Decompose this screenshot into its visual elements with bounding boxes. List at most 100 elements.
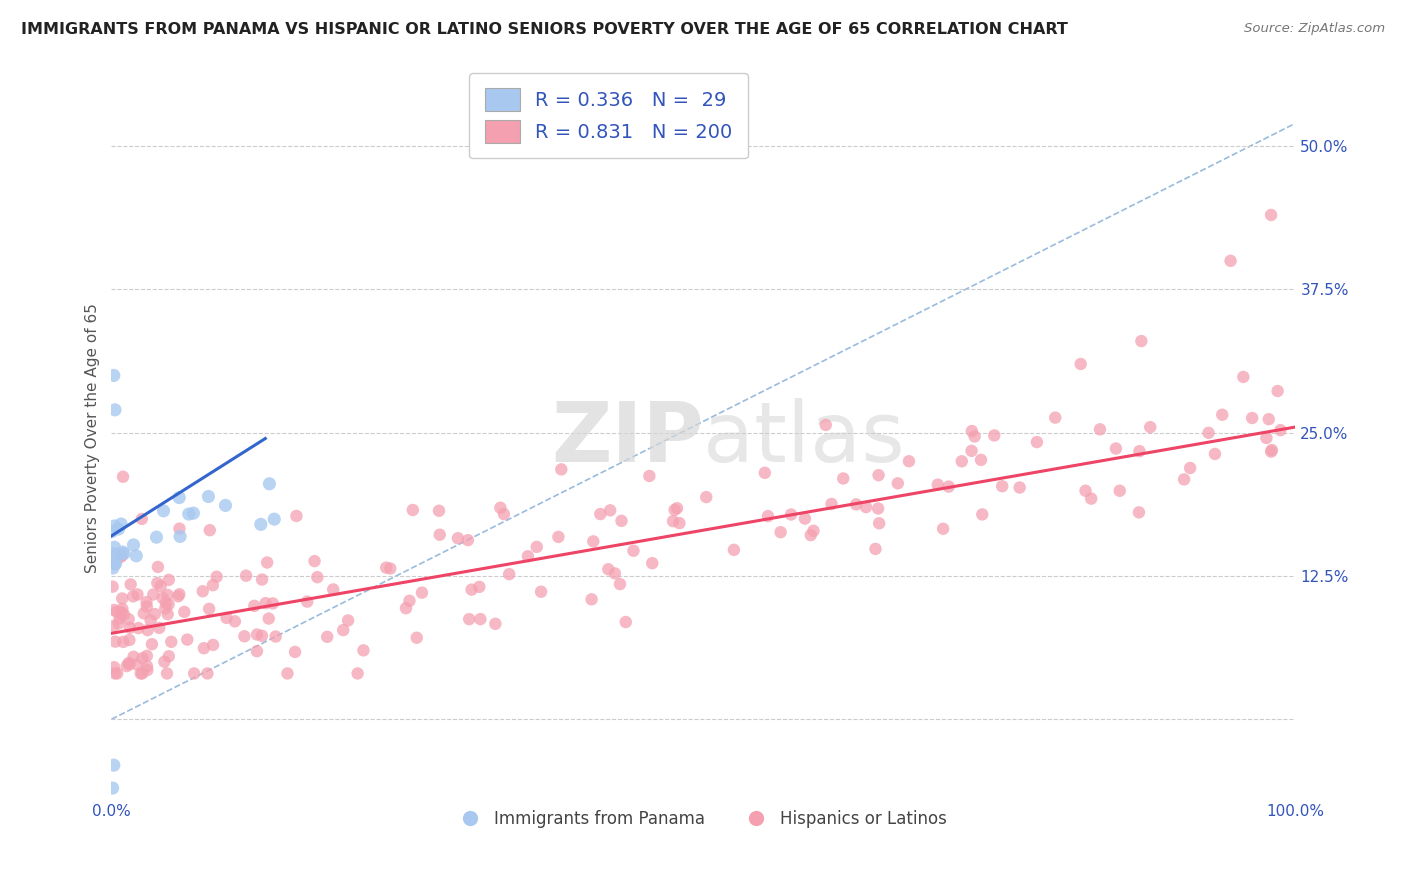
Point: [598, 562, 620, 576]
Point: [1128, 505, 1150, 519]
Point: [250, 573, 273, 587]
Point: [1088, 422, 1111, 436]
Point: [143, 607, 166, 621]
Point: [769, 525, 792, 540]
Point: [112, 635, 135, 649]
Point: [1128, 444, 1150, 458]
Point: [125, 549, 148, 563]
Point: [1232, 370, 1254, 384]
Point: [103, 660, 125, 674]
Text: ZIP: ZIP: [551, 398, 703, 479]
Point: [103, 758, 125, 772]
Point: [484, 616, 506, 631]
Point: [1204, 447, 1226, 461]
Point: [756, 509, 779, 524]
Point: [107, 616, 129, 631]
Point: [205, 570, 228, 584]
Point: [991, 479, 1014, 493]
Point: [110, 549, 132, 564]
Point: [1108, 483, 1130, 498]
Text: atlas: atlas: [703, 398, 905, 479]
Point: [127, 587, 149, 601]
Point: [353, 643, 375, 657]
Point: [963, 429, 986, 443]
Point: [589, 507, 612, 521]
Point: [868, 516, 890, 531]
Point: [197, 666, 219, 681]
Point: [118, 621, 141, 635]
Point: [104, 402, 127, 417]
Point: [887, 476, 910, 491]
Point: [254, 596, 277, 610]
Point: [723, 542, 745, 557]
Point: [104, 557, 127, 571]
Point: [118, 612, 141, 626]
Point: [1256, 431, 1278, 445]
Point: [183, 666, 205, 681]
Point: [167, 589, 190, 603]
Point: [983, 428, 1005, 442]
Point: [1211, 408, 1233, 422]
Point: [530, 584, 553, 599]
Point: [800, 528, 823, 542]
Point: [468, 580, 491, 594]
Point: [256, 556, 278, 570]
Point: [112, 546, 135, 560]
Point: [155, 596, 177, 610]
Point: [152, 504, 174, 518]
Point: [156, 588, 179, 602]
Point: [304, 554, 326, 568]
Point: [398, 594, 420, 608]
Point: [1045, 410, 1067, 425]
Point: [411, 585, 433, 599]
Point: [950, 454, 973, 468]
Point: [110, 516, 132, 531]
Point: [1219, 253, 1241, 268]
Point: [191, 584, 214, 599]
Point: [177, 507, 200, 521]
Point: [146, 576, 169, 591]
Point: [235, 568, 257, 582]
Point: [638, 469, 661, 483]
Point: [427, 504, 450, 518]
Point: [1178, 461, 1201, 475]
Point: [1026, 435, 1049, 450]
Point: [1270, 423, 1292, 437]
Point: [101, 780, 124, 795]
Point: [814, 417, 837, 432]
Point: [668, 516, 690, 530]
Point: [960, 443, 983, 458]
Point: [107, 522, 129, 536]
Point: [146, 560, 169, 574]
Point: [129, 666, 152, 681]
Point: [582, 534, 605, 549]
Point: [118, 656, 141, 670]
Point: [460, 582, 482, 597]
Point: [938, 480, 960, 494]
Point: [246, 627, 269, 641]
Point: [103, 603, 125, 617]
Text: Source: ZipAtlas.com: Source: ZipAtlas.com: [1244, 22, 1385, 36]
Point: [664, 503, 686, 517]
Point: [173, 605, 195, 619]
Point: [103, 547, 125, 561]
Point: [149, 579, 172, 593]
Point: [135, 595, 157, 609]
Point: [122, 590, 145, 604]
Point: [1105, 442, 1128, 456]
Point: [246, 644, 269, 658]
Point: [202, 638, 225, 652]
Point: [160, 635, 183, 649]
Legend: Immigrants from Panama, Hispanics or Latinos: Immigrants from Panama, Hispanics or Lat…: [454, 803, 953, 835]
Point: [136, 663, 159, 677]
Point: [142, 587, 165, 601]
Point: [127, 621, 149, 635]
Point: [927, 477, 949, 491]
Point: [103, 519, 125, 533]
Point: [131, 651, 153, 665]
Point: [322, 582, 344, 597]
Point: [183, 506, 205, 520]
Point: [105, 666, 128, 681]
Point: [470, 612, 492, 626]
Point: [1261, 443, 1284, 458]
